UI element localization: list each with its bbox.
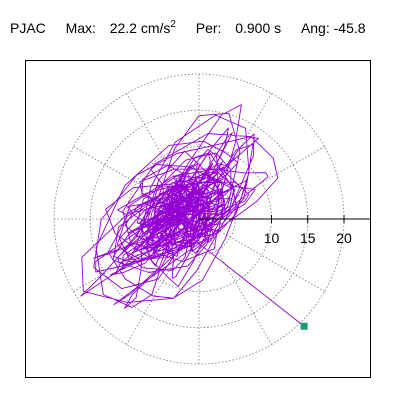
end-point-marker [300,322,308,330]
max-unit: cm/s2 [140,19,176,36]
max-unit-exponent: 2 [170,19,176,30]
motion-trace-line [80,104,305,327]
max-label: Max: [65,20,96,36]
period-label: Per: [195,20,222,36]
station-code: PJAC [10,20,46,36]
radial-tick-label: 10 [264,230,280,246]
period-value: 0.900 s [235,20,282,36]
grid-spoke [198,218,272,345]
angle-value: -45.8 [333,20,366,36]
radial-tick-label: 20 [336,230,352,246]
motion-trace [80,104,305,327]
end-marker-group [300,322,308,330]
radial-axis: 10 15 20 [199,215,370,246]
plot-frame [25,60,371,378]
radial-tick-label: 15 [300,230,316,246]
max-value: 22.2 [109,20,137,36]
angle-label: Ang: [300,20,330,36]
chart-title: PJAC Max: 22.2 cm/s2 Per: 0.900 s Ang: -… [10,19,366,44]
